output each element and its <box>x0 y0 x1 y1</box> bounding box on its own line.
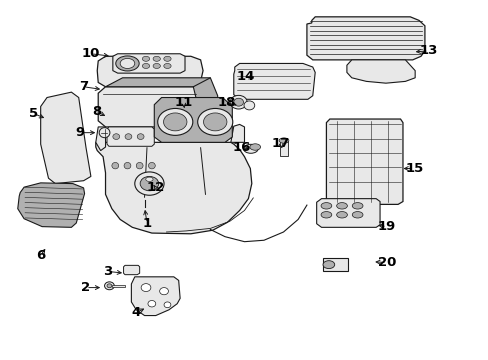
Ellipse shape <box>148 301 156 307</box>
Ellipse shape <box>244 101 254 110</box>
Polygon shape <box>96 127 105 150</box>
Text: 15: 15 <box>404 162 423 175</box>
Text: 3: 3 <box>103 265 112 278</box>
Ellipse shape <box>230 95 246 109</box>
Ellipse shape <box>351 203 362 209</box>
Polygon shape <box>112 285 125 287</box>
Ellipse shape <box>141 284 151 292</box>
Polygon shape <box>41 92 91 184</box>
Polygon shape <box>346 60 414 83</box>
Ellipse shape <box>323 261 334 269</box>
Ellipse shape <box>135 172 163 195</box>
Text: 13: 13 <box>419 44 437 57</box>
Ellipse shape <box>116 56 139 71</box>
Polygon shape <box>233 63 315 99</box>
Text: 2: 2 <box>81 281 90 294</box>
Text: 6: 6 <box>36 249 45 262</box>
Polygon shape <box>113 54 184 73</box>
Polygon shape <box>18 183 84 227</box>
Ellipse shape <box>351 212 362 218</box>
Ellipse shape <box>203 113 226 131</box>
Ellipse shape <box>243 144 258 153</box>
Text: 12: 12 <box>146 181 164 194</box>
Text: 8: 8 <box>92 105 102 118</box>
Text: 14: 14 <box>236 69 255 82</box>
Ellipse shape <box>142 63 149 68</box>
Ellipse shape <box>104 282 114 290</box>
Text: 11: 11 <box>174 96 192 109</box>
Ellipse shape <box>120 58 135 68</box>
Polygon shape <box>193 78 217 128</box>
Ellipse shape <box>99 128 110 138</box>
Ellipse shape <box>124 162 131 169</box>
Text: 1: 1 <box>142 216 151 230</box>
Text: 17: 17 <box>271 137 289 150</box>
Ellipse shape <box>336 203 346 209</box>
Text: 10: 10 <box>81 47 100 60</box>
Ellipse shape <box>153 56 160 61</box>
Ellipse shape <box>321 212 331 218</box>
Ellipse shape <box>145 177 153 181</box>
Text: 18: 18 <box>217 96 235 109</box>
Text: 5: 5 <box>29 107 39 120</box>
Ellipse shape <box>148 162 155 169</box>
Ellipse shape <box>158 108 192 135</box>
Polygon shape <box>98 87 203 127</box>
Text: 20: 20 <box>377 256 395 269</box>
Ellipse shape <box>336 212 346 218</box>
Ellipse shape <box>163 302 170 308</box>
Text: 4: 4 <box>131 306 141 319</box>
Ellipse shape <box>249 144 260 150</box>
Ellipse shape <box>233 98 243 106</box>
Ellipse shape <box>142 56 149 61</box>
Text: 19: 19 <box>377 220 395 233</box>
Ellipse shape <box>153 63 160 68</box>
Ellipse shape <box>137 134 144 139</box>
Ellipse shape <box>140 176 158 191</box>
Ellipse shape <box>163 56 171 61</box>
Ellipse shape <box>197 108 232 135</box>
Ellipse shape <box>159 288 168 295</box>
Polygon shape <box>97 56 203 87</box>
Polygon shape <box>322 258 347 271</box>
Ellipse shape <box>112 162 119 169</box>
Ellipse shape <box>136 162 143 169</box>
Polygon shape <box>306 17 424 60</box>
Polygon shape <box>105 78 210 87</box>
Ellipse shape <box>279 138 288 143</box>
Ellipse shape <box>125 134 132 139</box>
Polygon shape <box>316 199 379 227</box>
Text: 16: 16 <box>232 141 251 154</box>
Text: 7: 7 <box>79 80 88 93</box>
Polygon shape <box>154 98 232 142</box>
Text: 9: 9 <box>76 126 84 139</box>
Polygon shape <box>279 141 288 156</box>
Polygon shape <box>123 265 140 275</box>
Ellipse shape <box>107 284 112 288</box>
Ellipse shape <box>113 134 120 139</box>
Polygon shape <box>131 277 180 316</box>
Ellipse shape <box>163 113 186 131</box>
Ellipse shape <box>163 63 171 68</box>
Ellipse shape <box>321 203 331 209</box>
Polygon shape <box>326 119 402 204</box>
Polygon shape <box>96 142 251 234</box>
Polygon shape <box>230 125 244 142</box>
Polygon shape <box>107 127 154 146</box>
